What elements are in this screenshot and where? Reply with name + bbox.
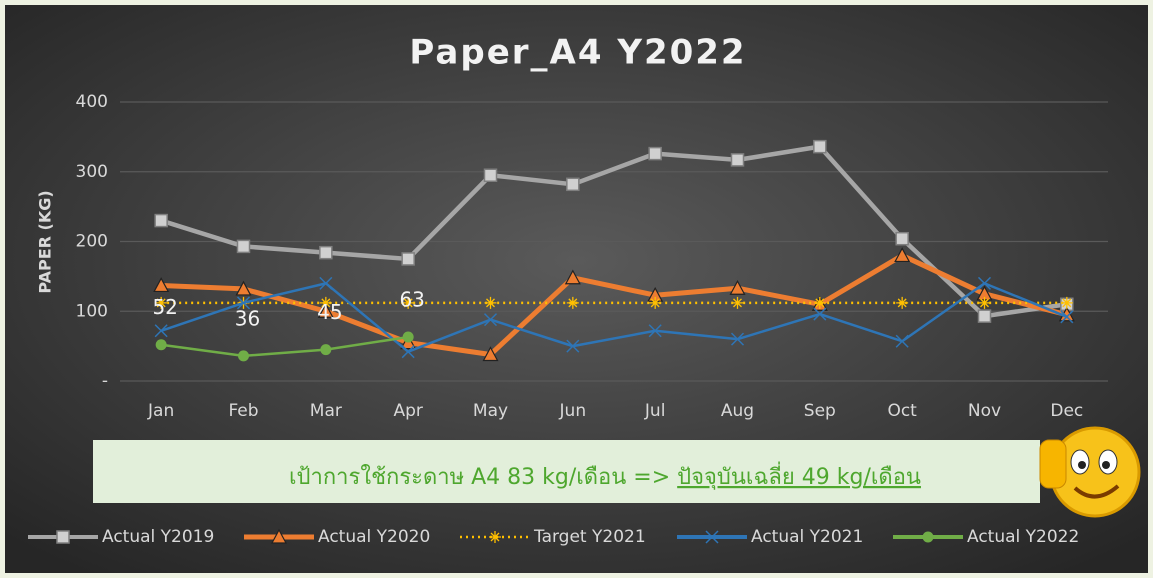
annotation-text: เป้าการใช้กระดาษ A4 83 kg/เดือน => bbox=[289, 464, 677, 490]
marker bbox=[402, 253, 414, 265]
x-tick-label: Oct bbox=[887, 401, 917, 421]
marker bbox=[155, 215, 167, 227]
marker bbox=[923, 532, 934, 543]
annotation: เป้าการใช้กระดาษ A4 83 kg/เดือน => ปัจจุ… bbox=[289, 461, 921, 490]
annotation-highlight: ปัจจุบันเฉลี่ย 49 kg/เดือน bbox=[677, 461, 921, 490]
marker bbox=[238, 240, 250, 252]
data-label: 63 bbox=[399, 288, 424, 312]
data-label: 36 bbox=[235, 306, 260, 330]
x-tick-label: Apr bbox=[393, 401, 422, 421]
x-tick-label: Jun bbox=[559, 401, 587, 421]
y-tick-label: 100 bbox=[76, 301, 108, 321]
legend-label: Target Y2021 bbox=[533, 527, 646, 547]
legend-label: Actual Y2020 bbox=[318, 527, 430, 547]
y-axis-title: PAPER (KG) bbox=[36, 190, 55, 293]
marker bbox=[320, 247, 332, 259]
y-tick-label: - bbox=[102, 371, 108, 391]
marker bbox=[567, 178, 579, 190]
x-tick-label: Aug bbox=[721, 401, 754, 421]
x-tick-label: Sep bbox=[804, 401, 836, 421]
marker bbox=[156, 339, 167, 350]
marker bbox=[814, 141, 826, 153]
marker bbox=[320, 344, 331, 355]
data-label: 45 bbox=[317, 300, 342, 324]
marker bbox=[896, 233, 908, 245]
x-tick-label: Mar bbox=[310, 401, 342, 421]
x-tick-label: May bbox=[473, 401, 508, 421]
x-tick-label: Dec bbox=[1050, 401, 1083, 421]
y-tick-label: 400 bbox=[76, 92, 108, 112]
x-tick-label: Feb bbox=[228, 401, 258, 421]
y-tick-label: 200 bbox=[76, 232, 108, 252]
marker bbox=[485, 169, 497, 181]
marker bbox=[979, 310, 991, 322]
y-tick-label: 300 bbox=[76, 162, 108, 182]
x-tick-label: Jul bbox=[644, 401, 666, 421]
legend-label: Actual Y2021 bbox=[751, 527, 863, 547]
chart: Paper_A4 Y2022 PAPER (KG) เป้าการใช้กระด… bbox=[0, 0, 1153, 578]
page: {"chart_data": {"type": "line", "title":… bbox=[0, 0, 1153, 578]
marker bbox=[57, 531, 69, 543]
chart-title: Paper_A4 Y2022 bbox=[409, 33, 746, 73]
marker bbox=[649, 148, 661, 160]
marker bbox=[732, 154, 744, 166]
x-tick-label: Nov bbox=[968, 401, 1001, 421]
marker bbox=[238, 350, 249, 361]
data-label: 52 bbox=[152, 295, 177, 319]
legend-label: Actual Y2019 bbox=[102, 527, 214, 547]
x-tick-label: Jan bbox=[147, 401, 174, 421]
legend-label: Actual Y2022 bbox=[967, 527, 1079, 547]
marker bbox=[403, 332, 414, 343]
